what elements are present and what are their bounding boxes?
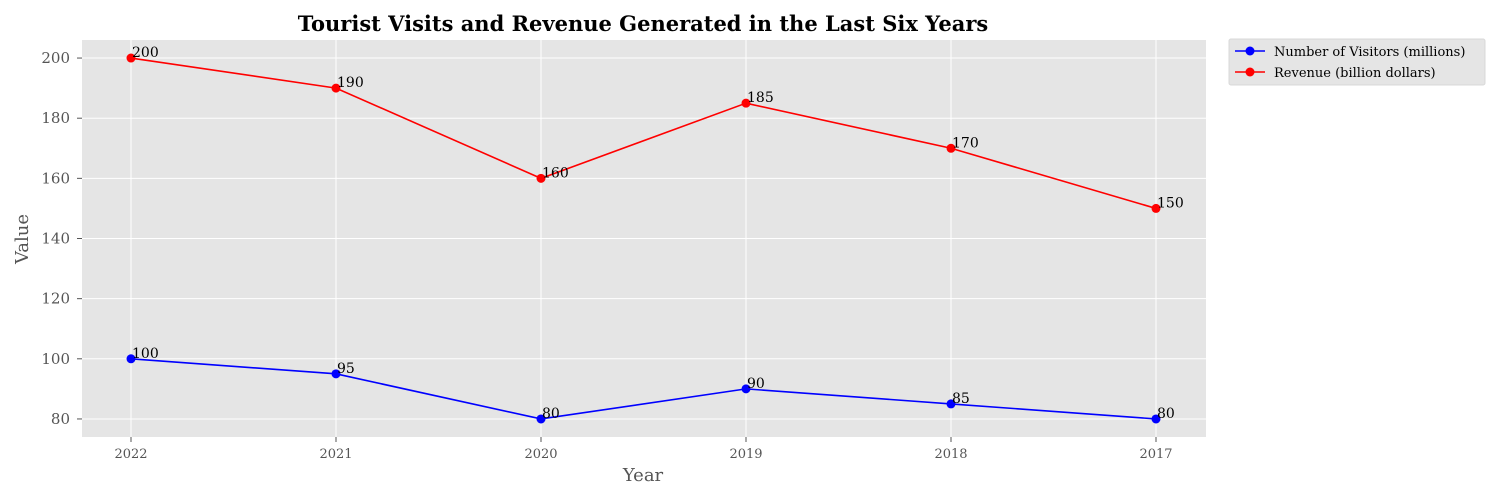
y-tick-label: 100 (41, 350, 70, 368)
y-axis-label: Value (12, 214, 33, 265)
legend-box (1228, 38, 1486, 86)
series-layer (126, 53, 1161, 424)
legend-marker (1245, 67, 1255, 77)
data-point (331, 83, 341, 93)
data-label: 160 (542, 165, 569, 181)
data-point (331, 369, 341, 379)
grid (82, 40, 1206, 437)
data-label: 85 (952, 391, 970, 407)
data-label: 80 (542, 406, 560, 422)
chart-title: Tourist Visits and Revenue Generated in … (298, 11, 988, 36)
data-point (741, 384, 751, 394)
x-axis-label: Year (622, 465, 664, 486)
legend-label: Number of Visitors (millions) (1274, 45, 1465, 60)
legend: Number of Visitors (millions) Revenue (bi… (1228, 38, 1486, 86)
data-labels-layer: 100 95 80 90 85 80 200 190 160 185 170 150 (132, 45, 1184, 422)
x-tick-label: 2017 (1139, 447, 1172, 462)
y-tick-label: 140 (41, 230, 70, 248)
data-point (126, 53, 136, 63)
y-axis-ticks: 80 100 120 140 160 180 200 (41, 49, 82, 428)
series-line-1 (130, 57, 1157, 210)
x-tick-label: 2018 (934, 447, 967, 462)
x-tick-label: 2019 (729, 447, 762, 462)
data-point (126, 354, 136, 364)
data-label: 95 (337, 361, 355, 377)
data-label: 80 (1157, 406, 1175, 422)
data-point (536, 414, 546, 424)
x-tick-label: 2021 (319, 447, 352, 462)
y-tick-label: 160 (41, 169, 70, 187)
data-point (946, 143, 956, 153)
y-tick-label: 120 (41, 290, 70, 308)
y-tick-label: 200 (41, 49, 70, 67)
data-label: 185 (747, 90, 774, 106)
legend-marker (1245, 46, 1255, 56)
data-label: 170 (952, 135, 979, 151)
data-label: 150 (1157, 195, 1184, 211)
data-label: 90 (747, 376, 765, 392)
data-label: 200 (132, 45, 159, 61)
x-tick-label: 2020 (524, 447, 557, 462)
legend-label: Revenue (billion dollars) (1274, 66, 1436, 81)
y-tick-label: 180 (41, 109, 70, 127)
x-tick-label: 2022 (114, 447, 147, 462)
y-tick-label: 80 (51, 410, 70, 428)
data-point (1151, 203, 1161, 213)
data-label: 100 (132, 346, 159, 362)
data-label: 190 (337, 75, 364, 91)
data-point (536, 173, 546, 183)
data-point (1151, 414, 1161, 424)
x-axis-ticks: 2022 2021 2020 2019 2018 2017 (114, 437, 1173, 462)
data-point (946, 399, 956, 409)
data-point (741, 98, 751, 108)
series-line-0 (130, 358, 1157, 420)
